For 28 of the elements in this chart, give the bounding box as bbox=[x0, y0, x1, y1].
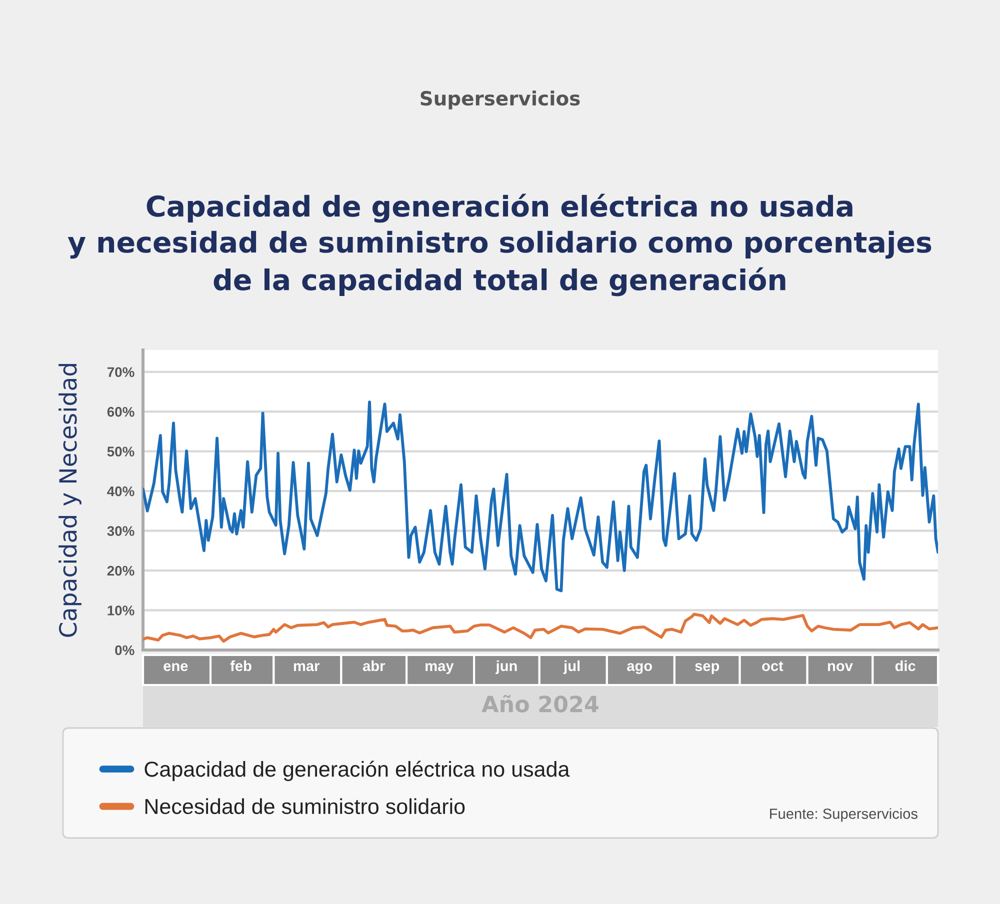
source-note: Fuente: Superservicios bbox=[770, 808, 918, 822]
y-axis-title: Capacidad y Necesidad bbox=[58, 364, 82, 637]
x-tick-label: abr bbox=[362, 660, 386, 672]
y-tick-label: 10% bbox=[108, 606, 134, 616]
x-tick-label: nov bbox=[828, 663, 853, 672]
y-tick-label: 70% bbox=[107, 367, 134, 378]
y-tick-label: 40% bbox=[107, 486, 134, 496]
x-tick-label: oct bbox=[762, 661, 784, 672]
legend-label: Capacidad de generación eléctrica no usada bbox=[144, 760, 570, 782]
x-tick-label: dic bbox=[895, 660, 916, 672]
x-tick-label: feb bbox=[230, 660, 252, 672]
legend-label: Necesidad de suministro solidario bbox=[145, 798, 465, 814]
chart-title: Capacidad de generación eléctrica no usada y necesidad de suministro solidario como porcentajes de la capacidad total de generación bbox=[68, 194, 932, 296]
x-tick-label: jun bbox=[496, 660, 517, 674]
y-tick-label: 50% bbox=[107, 446, 134, 456]
x-tick-label: sep bbox=[695, 663, 720, 674]
y-tick-label: 30% bbox=[107, 526, 134, 536]
text: Superservicios bbox=[420, 90, 580, 110]
x-tick-label: mar bbox=[294, 663, 320, 672]
y-tick-label: 20% bbox=[107, 566, 134, 576]
line-series bbox=[143, 400, 938, 592]
y-tick-label: 0% bbox=[115, 645, 134, 656]
line-series bbox=[143, 612, 938, 643]
x-tick-label: ago bbox=[627, 663, 652, 674]
y-tick-label: 60% bbox=[107, 406, 134, 417]
x-tick-label: ene bbox=[164, 663, 188, 672]
x-tick-label: may bbox=[426, 663, 454, 674]
x-tick-label: jul bbox=[563, 660, 580, 674]
